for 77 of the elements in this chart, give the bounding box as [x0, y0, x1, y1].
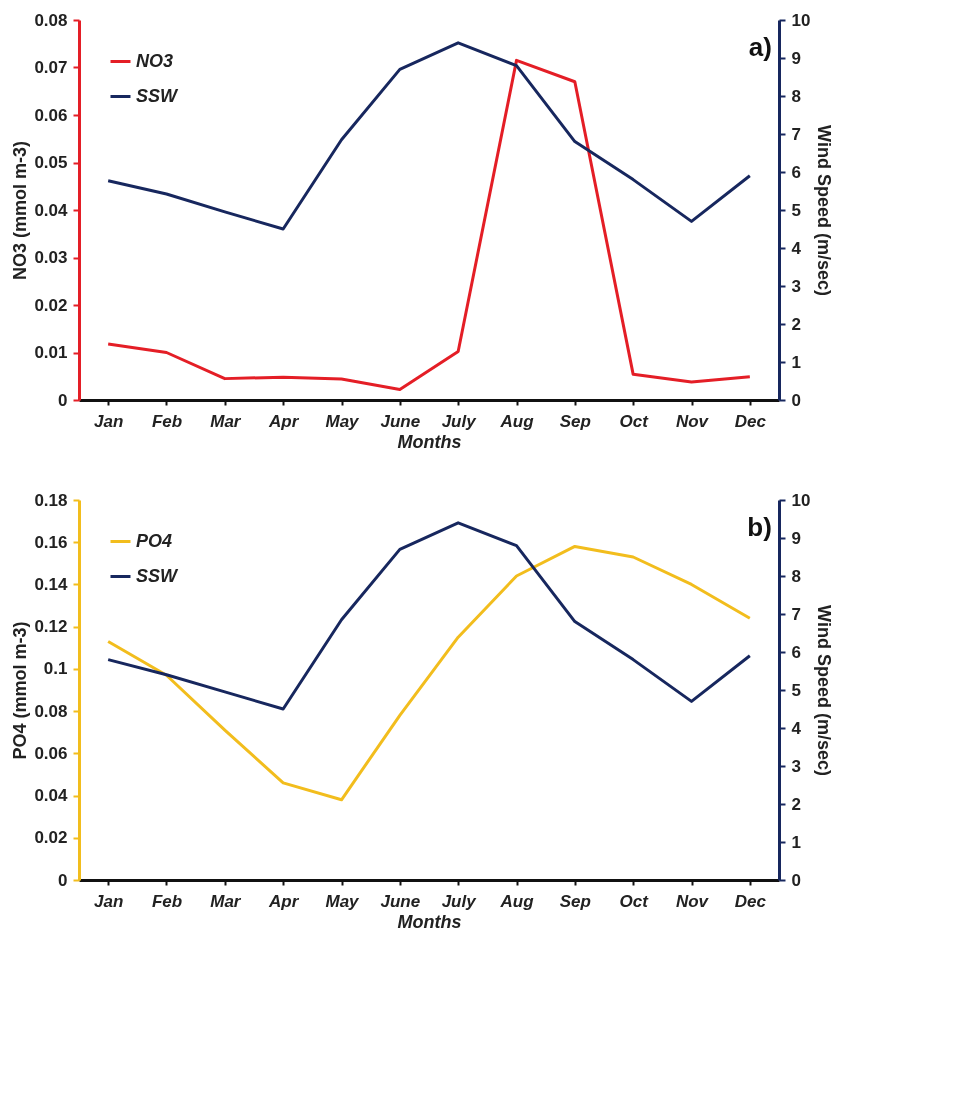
y-tick-label: 0.02: [34, 828, 68, 848]
legend-label: SSW: [136, 565, 180, 586]
x-tick-label: Oct: [619, 411, 650, 431]
legend-label: PO4: [136, 530, 173, 551]
x-tick-label: Sep: [559, 411, 591, 431]
y2-axis-title: Wind Speed (m/sec): [814, 605, 835, 776]
y2-tick-label: 0: [791, 870, 801, 890]
x-tick-label: July: [441, 411, 478, 431]
y2-tick-label: 8: [791, 566, 801, 586]
y2-tick-label: 6: [791, 162, 801, 182]
x-tick-label: Apr: [268, 891, 300, 911]
x-tick-label: Aug: [499, 411, 535, 431]
y-tick-label: 0.06: [34, 743, 68, 763]
x-tick-label: May: [325, 411, 361, 431]
y2-tick-label: 4: [791, 238, 802, 258]
y-tick-label: 0.18: [34, 490, 68, 510]
annotation: a): [748, 32, 772, 62]
x-tick-label: Aug: [499, 891, 535, 911]
x-tick-label: Dec: [734, 891, 767, 911]
y-tick-label: 0.08: [34, 701, 68, 721]
y-tick-label: 0.12: [34, 617, 68, 637]
x-tick-label: Feb: [151, 891, 183, 911]
y-tick-label: 0.04: [34, 786, 69, 806]
y-tick-label: 0.05: [34, 153, 68, 172]
y2-tick-label: 2: [791, 314, 801, 334]
x-tick-label: June: [380, 891, 421, 911]
x-tick-label: Sep: [559, 891, 591, 911]
y2-tick-label: 4: [791, 718, 802, 738]
x-tick-label: Oct: [619, 891, 650, 911]
y2-tick-label: 1: [791, 352, 801, 372]
y2-tick-label: 10: [791, 490, 811, 510]
y2-tick-label: 1: [791, 832, 801, 852]
x-tick-label: Jan: [94, 411, 124, 431]
y-tick-label: 0.1: [43, 659, 68, 679]
x-tick-label: Jan: [94, 891, 124, 911]
y2-tick-label: 5: [791, 680, 801, 700]
y-tick-label: 0.01: [34, 343, 68, 362]
annotation: b): [747, 512, 772, 542]
x-tick-label: Dec: [734, 411, 767, 431]
y2-tick-label: 7: [791, 124, 801, 144]
y-tick-label: 0.08: [34, 10, 68, 30]
y-tick-label: 0.03: [34, 248, 68, 267]
y-tick-label: 0.07: [34, 58, 68, 77]
y-axis-title: PO4 (mmol m-3): [10, 621, 31, 760]
y-tick-label: 0: [58, 870, 68, 890]
y2-tick-label: 0: [791, 390, 801, 410]
x-tick-label: May: [325, 891, 361, 911]
x-tick-label: Feb: [151, 411, 183, 431]
y2-tick-label: 3: [791, 276, 801, 296]
y2-tick-label: 7: [791, 604, 801, 624]
y2-tick-label: 2: [791, 794, 801, 814]
y-tick-label: 0.02: [34, 295, 68, 315]
y-tick-label: 0.14: [34, 574, 69, 594]
x-tick-label: Mar: [210, 411, 242, 431]
y2-tick-label: 3: [791, 756, 801, 776]
x-axis-title: Months: [397, 911, 462, 932]
x-tick-label: Apr: [268, 411, 300, 431]
legend-label: NO3: [136, 50, 174, 71]
legend-label: SSW: [136, 85, 180, 106]
x-tick-label: July: [441, 891, 478, 911]
y2-tick-label: 8: [791, 86, 801, 106]
y2-tick-label: 9: [791, 528, 801, 548]
x-tick-label: June: [380, 411, 421, 431]
y2-tick-label: 5: [791, 200, 801, 220]
y2-tick-label: 10: [791, 10, 811, 30]
y-tick-label: 0.16: [34, 532, 68, 552]
y2-tick-label: 6: [791, 642, 801, 662]
y-tick-label: 0: [58, 390, 68, 410]
y-axis-title: NO3 (mmol m-3): [10, 140, 31, 281]
x-tick-label: Nov: [675, 891, 710, 911]
x-tick-label: Nov: [675, 411, 710, 431]
y2-tick-label: 9: [791, 48, 801, 68]
y2-axis-title: Wind Speed (m/sec): [814, 125, 835, 296]
x-axis-title: Months: [397, 431, 462, 452]
y-tick-label: 0.06: [34, 105, 68, 125]
x-tick-label: Mar: [210, 891, 242, 911]
y-tick-label: 0.04: [34, 200, 69, 220]
